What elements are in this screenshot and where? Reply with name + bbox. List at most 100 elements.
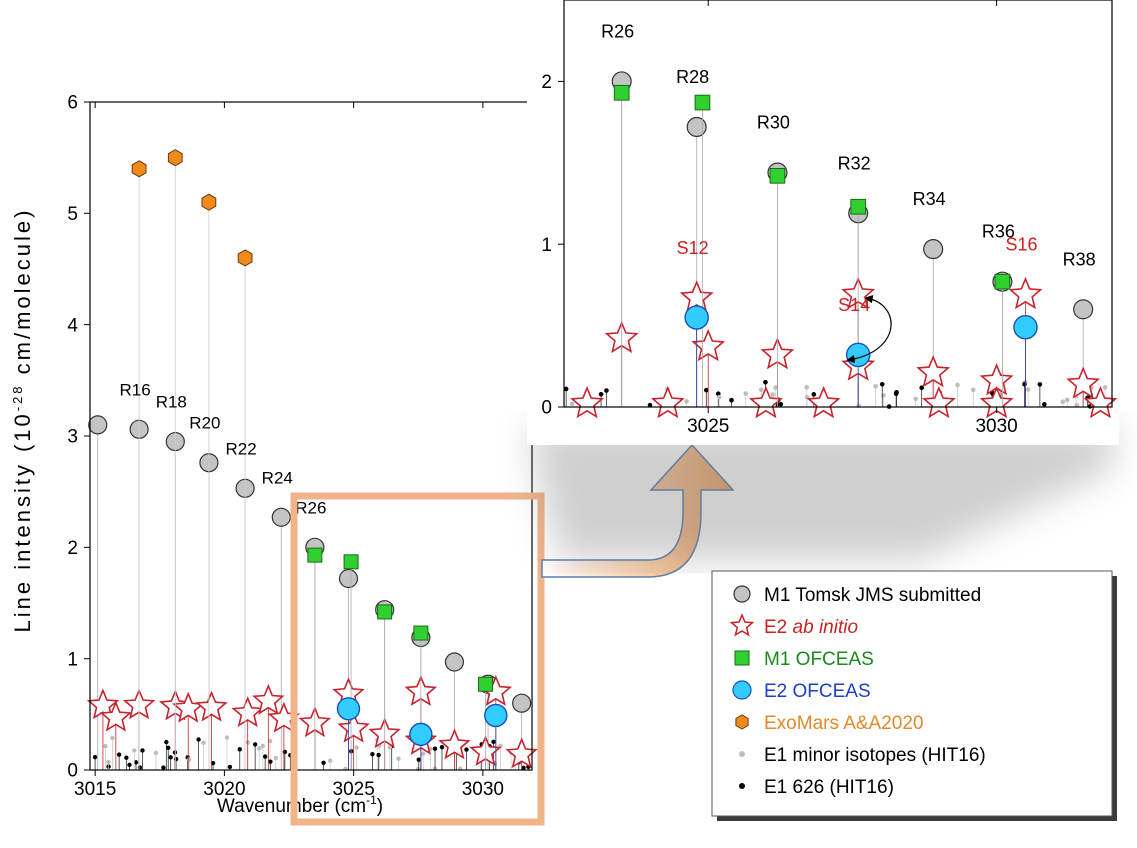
point-e1-626 [563,386,569,392]
point-e1-626 [173,756,179,762]
y-tick-label: 5 [67,204,78,225]
marker-e2-ofceas [684,305,709,330]
point-e1-minor-isotopes [569,401,575,407]
y-tick-label: 0 [67,761,78,782]
point-e1-626 [282,749,288,755]
legend-label: ExoMars A&A2020 [764,713,923,734]
point-e1-minor-isotopes [913,396,918,402]
legend-box [711,570,1113,817]
point-e1-minor-isotopes [327,758,333,763]
marker-m1-tomsk [271,507,291,527]
point-e1-minor-isotopes [273,755,278,761]
point-e1-626 [763,379,768,385]
point-e1-626 [116,752,122,757]
annotation-s12: S12 [677,238,709,258]
y-tick-label: 2 [541,72,552,93]
x-tick-label: 3015 [74,779,116,800]
point-e1-minor-isotopes [873,383,878,389]
zoom-plot-area: R26 R28 R30 R32 R34 R36 R38 S12 S14 S16 [563,21,1118,419]
marker-e2-ab-initio [337,711,370,743]
marker-exomars [237,249,253,267]
point-e1-626 [704,387,709,393]
x-tick-label: 3030 [975,416,1017,437]
point-e1-626 [879,381,885,387]
point-e1-626 [811,392,817,397]
legend-label: E1 626 (HIT16) [764,777,894,798]
x-axis-label: Wavenumber (cm-1) [217,793,383,817]
zoom-double-arrow [846,294,892,364]
point-e1-626 [168,755,173,760]
marker-m1-ofceas [377,604,393,620]
point-e1-626 [262,754,268,759]
point-e1-626 [432,746,438,751]
point-e1-minor-isotopes [396,756,401,761]
point-e1-minor-isotopes [1064,397,1070,403]
marker-m1-tomsk [1073,299,1094,320]
legend-label: M1 OFCEAS [764,649,874,670]
marker-e2-ab-initio [679,280,714,313]
point-e1-minor-isotopes [758,387,764,393]
legend-marker-m1-tomsk [733,585,751,603]
point-e1-626 [919,385,924,391]
point-e1-626 [491,739,496,745]
marker-e2-ab-initio [806,385,841,419]
point-e1-minor-isotopes [153,750,159,756]
point-e1-626 [376,752,381,758]
point-e1-minor-isotopes [354,745,359,750]
x-tick-label: 3020 [203,779,245,800]
zoom-axes-frame [563,0,1113,408]
annotation-r34: R34 [913,189,946,209]
marker-e2-ofceas [1013,314,1038,340]
point-e1-626 [715,391,721,397]
point-e1-626 [778,401,784,407]
point-e1-626 [124,755,129,760]
point-e1-626 [210,760,216,766]
annotation-r22: R22 [225,439,256,458]
legend-marker-e1-626 [739,783,745,789]
annotation-r36: R36 [982,222,1015,242]
point-e1-minor-isotopes [1102,385,1108,390]
point-e1-626 [464,747,469,752]
point-e1-626 [893,391,899,397]
annotation-r38: R38 [1063,249,1096,269]
point-e1-626 [439,744,445,750]
y-tick-label: 1 [67,649,78,670]
y-tick-label: 0 [541,398,552,419]
marker-e2-ofceas [409,722,433,747]
annotation-r26: R26 [295,498,326,517]
marker-m1-tomsk [444,652,465,672]
point-e1-minor-isotopes [770,392,775,397]
zoom-inset-shadow [532,426,1118,560]
annotation-r18: R18 [156,393,187,412]
point-e1-626 [237,747,242,752]
point-e1-minor-isotopes [881,393,886,398]
point-e1-minor-isotopes [420,751,426,756]
legend-label-italic: ab initio [793,617,859,638]
point-e1-626 [227,764,233,770]
marker-e2-ab-initio [1066,366,1101,399]
marker-exomars [201,193,217,211]
legend-label: E2 OFCEAS [764,681,871,702]
legend-marker-m1-ofceas [734,650,750,666]
marker-m1-ofceas [477,676,493,692]
point-e1-minor-isotopes [970,387,976,393]
marker-e2-ofceas [336,697,361,721]
legend-marker-e1-minor [739,751,745,757]
legend-marker-e2-ofceas [732,680,752,700]
point-e1-626 [137,765,143,770]
annotation-r32: R32 [838,153,871,173]
point-e1-minor-isotopes [132,748,137,753]
legend: M1 Tomsk JMS submitted E2 ab initio M1 OFC… [711,570,1117,821]
annotation-r16: R16 [120,380,151,399]
marker-m1-ofceas [413,625,429,641]
marker-m1-tomsk [923,239,944,260]
main-axes-frame [89,101,533,771]
zoom-inset-background [527,0,1119,445]
point-e1-626 [604,388,609,393]
marker-m1-ofceas [769,167,786,184]
point-e1-626 [1037,382,1043,387]
marker-m1-ofceas [850,198,867,215]
point-e1-minor-isotopes [110,735,115,741]
point-e1-minor-isotopes [1025,387,1031,392]
point-e1-626 [196,737,201,742]
